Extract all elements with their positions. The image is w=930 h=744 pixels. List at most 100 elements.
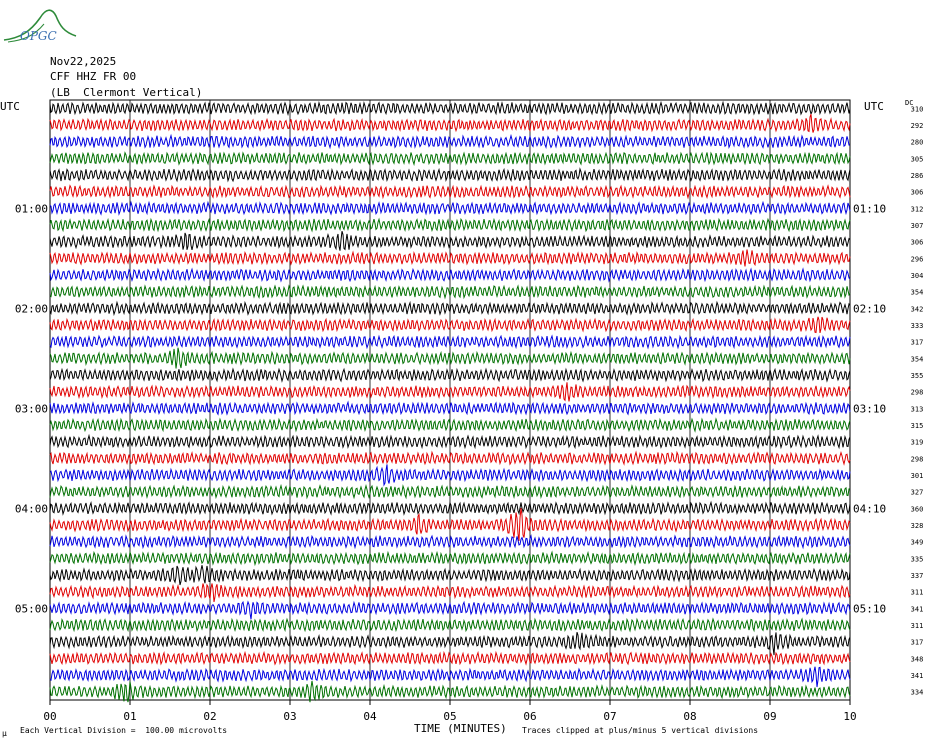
trace-row-26 <box>49 533 851 550</box>
x-tick-label: 05 <box>443 710 456 723</box>
dc-offset-label: 298 <box>911 389 924 397</box>
x-tick-label: 01 <box>123 710 136 723</box>
trace-row-3 <box>49 151 851 167</box>
x-tick-label: 00 <box>43 710 56 723</box>
dc-offset-label: 313 <box>911 405 924 413</box>
header-date: Nov22,2025 <box>50 55 117 68</box>
grid-lines <box>49 99 851 701</box>
right-time-label: 01:10 <box>853 202 886 215</box>
dc-offset-label: 348 <box>911 655 924 663</box>
trace-row-16 <box>49 367 851 383</box>
header-station: (LB Clermont Vertical) <box>50 86 203 99</box>
x-tick-label: 09 <box>763 710 776 723</box>
dc-offset-label: 349 <box>911 539 924 547</box>
trace-row-31 <box>49 617 851 633</box>
dc-offset-label: 337 <box>911 572 924 580</box>
dc-offset-label: 334 <box>911 689 924 697</box>
dc-offset-label: 360 <box>911 505 924 513</box>
time-labels: 01:00 01:10 02:00 02:10 03:00 03:10 04:00 04:10… <box>15 202 886 615</box>
right-time-label: 04:10 <box>853 502 886 515</box>
dc-offset-label: 341 <box>911 672 924 680</box>
x-tick-label: 08 <box>683 710 696 723</box>
left-time-label: 01:00 <box>15 202 48 215</box>
x-tick-label: 04 <box>363 710 377 723</box>
trace-row-22 <box>49 464 851 487</box>
dc-offset-label: 301 <box>911 472 924 480</box>
dc-offset-label: 354 <box>911 289 924 297</box>
x-axis-label: TIME (MINUTES) <box>414 722 507 735</box>
trace-row-18 <box>49 400 851 416</box>
trace-row-35 <box>49 680 851 703</box>
x-tick-label: 10 <box>843 710 856 723</box>
x-tick-label: 06 <box>523 710 536 723</box>
trace-row-1 <box>49 113 851 133</box>
dc-offset-label: 307 <box>911 222 924 230</box>
dc-offset-label: 305 <box>911 155 924 163</box>
trace-row-5 <box>49 184 851 200</box>
dc-offset-label: 286 <box>911 172 924 180</box>
dc-offset-label: 319 <box>911 439 924 447</box>
clip-note: Traces clipped at plus/minus 5 vertical … <box>522 726 759 735</box>
right-time-label: 02:10 <box>853 302 886 315</box>
dc-offset-label: 304 <box>911 272 924 280</box>
trace-row-20 <box>49 433 851 450</box>
left-time-label: 04:00 <box>15 502 48 515</box>
opgc-logo-icon <box>3 9 77 43</box>
right-time-label: 03:10 <box>853 402 886 415</box>
trace-row-6 <box>49 200 851 216</box>
dc-offset-label: 292 <box>911 122 924 130</box>
x-tick-label: 03 <box>283 710 296 723</box>
trace-row-28 <box>49 565 851 586</box>
trace-row-24 <box>49 500 851 516</box>
trace-row-19 <box>49 417 851 433</box>
trace-row-30 <box>49 600 851 620</box>
header-channel: CFF HHZ FR 00 <box>50 70 137 83</box>
dc-offset-label: 310 <box>911 105 924 113</box>
trace-row-12 <box>49 300 851 317</box>
trace-row-9 <box>49 249 851 267</box>
trace-row-11 <box>49 284 851 300</box>
dc-offset-label: 315 <box>911 422 924 430</box>
trace-row-23 <box>49 483 850 500</box>
scale-note: Each Vertical Division = 100.00 microvol… <box>20 726 228 735</box>
trace-row-17 <box>49 382 851 402</box>
dc-offset-label: 342 <box>911 305 924 313</box>
dc-offset-label: 311 <box>911 622 924 630</box>
left-time-label: 05:00 <box>15 602 48 615</box>
logo-text: OPGC <box>20 29 57 43</box>
dc-offset-label: 298 <box>911 455 924 463</box>
dc-offset-label: 341 <box>911 605 924 613</box>
x-tick-label: 07 <box>603 710 616 723</box>
utc-label-right: UTC <box>864 100 884 113</box>
trace-row-32 <box>49 632 851 656</box>
x-tick-label: 02 <box>203 710 216 723</box>
trace-row-10 <box>49 267 851 283</box>
opgc-logo: OPGC <box>0 2 80 46</box>
dc-offset-label: 327 <box>911 489 924 497</box>
trace-row-4 <box>49 167 851 183</box>
dc-offset-label: 317 <box>911 339 924 347</box>
dc-label: DC <box>905 99 914 107</box>
dc-offset-label: 354 <box>911 355 924 363</box>
dc-offset-label: 355 <box>911 372 924 380</box>
dc-offset-label: 311 <box>911 589 924 597</box>
trace-row-7 <box>49 217 851 233</box>
scale-mark: μ <box>2 729 7 738</box>
dc-offset-label: 306 <box>911 189 924 197</box>
trace-row-21 <box>49 450 851 466</box>
trace-row-2 <box>49 133 851 150</box>
seismic-traces: 310 292 280 305 286 306 312 307 306 296 304 354 342 3… <box>49 100 924 703</box>
dc-offset-label: 317 <box>911 639 924 647</box>
right-time-label: 05:10 <box>853 602 886 615</box>
dc-offset-label: 306 <box>911 239 924 247</box>
trace-row-25 <box>49 508 851 541</box>
trace-row-29 <box>49 583 851 602</box>
trace-row-15 <box>49 347 851 369</box>
trace-row-34 <box>49 666 851 688</box>
left-time-label: 02:00 <box>15 302 48 315</box>
trace-row-27 <box>49 550 851 567</box>
dc-offset-label: 296 <box>911 255 924 263</box>
left-time-label: 03:00 <box>15 402 48 415</box>
x-axis-ticks: 00 01 02 03 04 05 06 07 08 09 10 <box>43 700 857 723</box>
